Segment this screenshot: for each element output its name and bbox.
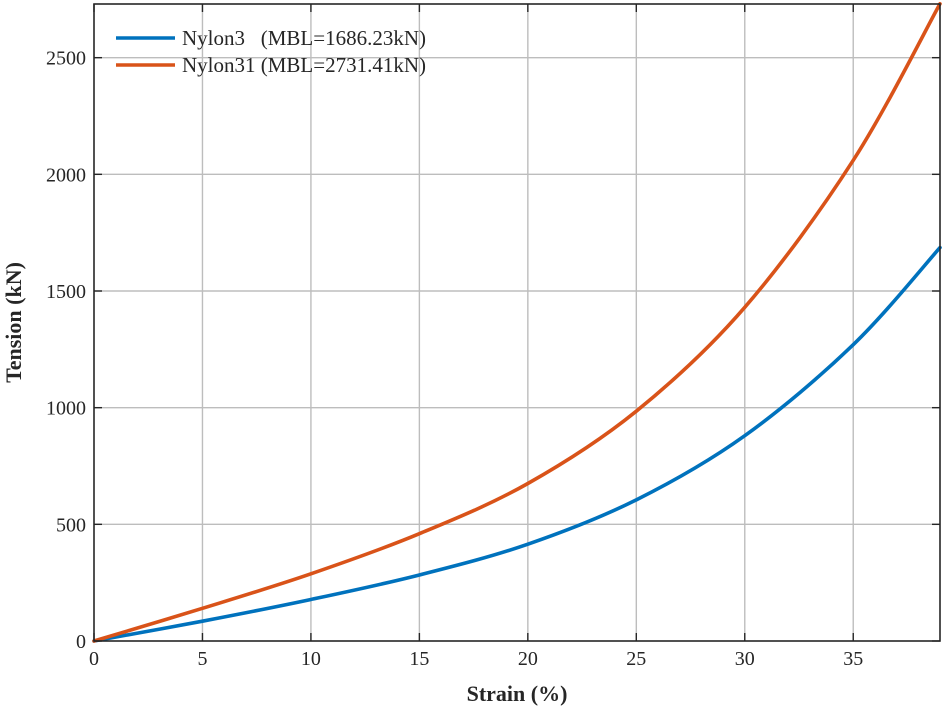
x-tick-label: 30: [735, 648, 755, 670]
x-tick-label: 10: [301, 648, 321, 670]
y-tick-labels: 0 500 1000 1500 2000 2500: [46, 48, 86, 653]
x-tick-label: 35: [843, 648, 863, 670]
legend-item-1: Nylon3 (MBL=1686.23kN): [116, 26, 426, 50]
y-tick-label: 1500: [46, 281, 86, 303]
tick-marks: [93, 4, 940, 642]
x-tick-label: 20: [518, 648, 538, 670]
series-line-2: [92, 1, 942, 643]
series-layer: [92, 1, 942, 643]
legend-item-2: Nylon31 (MBL=2731.41kN): [116, 53, 426, 77]
x-tick-labels: 0 5 10 15 20 25 30 35: [89, 648, 863, 670]
x-tick-label: 0: [89, 648, 99, 670]
y-tick-label: 2000: [46, 164, 86, 186]
x-tick-label: 5: [197, 648, 207, 670]
legend-label: Nylon31 (MBL=2731.41kN): [182, 53, 426, 77]
x-tick-label: 25: [626, 648, 646, 670]
y-tick-label: 2500: [46, 48, 86, 70]
x-tick-label: 15: [409, 648, 429, 670]
y-axis-title: Tension (kN): [1, 262, 26, 383]
grid: [94, 4, 940, 641]
y-tick-label: 500: [56, 514, 86, 536]
legend: Nylon3 (MBL=1686.23kN) Nylon31 (MBL=2731.…: [116, 26, 426, 77]
y-tick-label: 0: [76, 631, 86, 653]
y-tick-label: 1000: [46, 398, 86, 420]
x-axis-title: Strain (%): [467, 681, 568, 706]
plot-frame: [93, 3, 941, 642]
series-line-1: [92, 245, 942, 643]
legend-label: Nylon3 (MBL=1686.23kN): [182, 26, 426, 50]
